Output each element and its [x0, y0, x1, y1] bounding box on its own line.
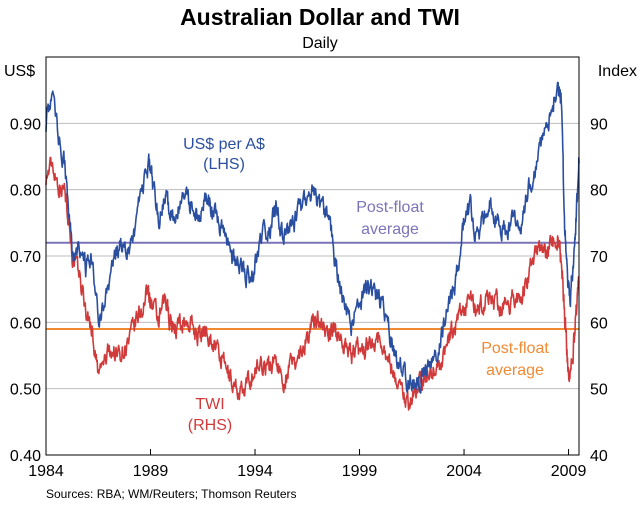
twi-average-label-line1: Post-float [481, 340, 549, 357]
left-tick-label: 0.50 [10, 382, 41, 399]
left-tick-label: 0.60 [10, 315, 41, 332]
left-tick-label: 0.70 [10, 249, 41, 266]
right-tick-label: 50 [590, 382, 608, 399]
x-tick-label: 1984 [28, 463, 64, 480]
aud-series-line [45, 81, 580, 394]
left-tick-label: 0.40 [10, 448, 41, 465]
twi-average-label-line2: average [486, 362, 544, 379]
right-axis-unit: Index [598, 63, 637, 80]
right-tick-label: 80 [590, 183, 608, 200]
x-tick-label: 2009 [551, 463, 587, 480]
twi-series-label: TWI [195, 396, 224, 413]
twi-series-note: (RHS) [188, 417, 232, 434]
x-tick-label: 1989 [133, 463, 169, 480]
left-tick-label: 0.90 [10, 116, 41, 133]
series-aud-group [45, 81, 580, 394]
left-tick-label: 0.80 [10, 183, 41, 200]
left-axis-unit: US$ [4, 63, 35, 80]
x-tick-label: 1999 [342, 463, 378, 480]
source-note: Sources: RBA; WM/Reuters; Thomson Reuter… [46, 487, 297, 501]
twi-series-line [45, 156, 580, 411]
series-twi-group [45, 156, 580, 411]
axis-tick-labels: 0.40 0.50 0.60 0.70 0.80 0.90 40 50 60 70 80 90 1984… [10, 116, 608, 480]
aud-series-label: US$ per A$ [183, 136, 265, 153]
plot-frame [45, 56, 580, 456]
x-tick-label: 2004 [446, 463, 482, 480]
chart-title: Australian Dollar and TWI [180, 4, 460, 30]
right-tick-label: 70 [590, 249, 608, 266]
right-tick-label: 90 [590, 116, 608, 133]
chart-subtitle: Daily [302, 35, 338, 52]
aud-average-label-line2: average [361, 221, 419, 238]
aud-average-label-line1: Post-float [356, 199, 424, 216]
right-tick-label: 60 [590, 315, 608, 332]
x-tick-label: 1994 [237, 463, 273, 480]
aud-series-note: (LHS) [203, 156, 245, 173]
right-tick-label: 40 [590, 448, 608, 465]
